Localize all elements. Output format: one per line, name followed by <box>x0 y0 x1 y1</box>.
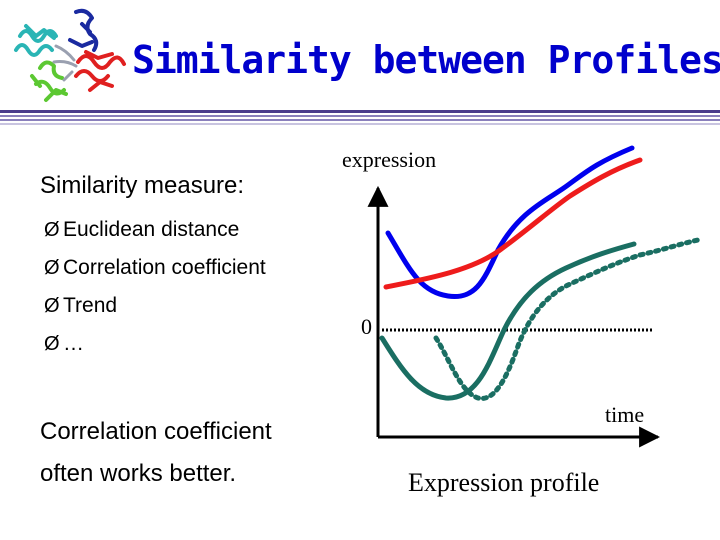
bullet-trend: Ø Trend <box>44 292 266 330</box>
navy-strands <box>68 8 99 52</box>
y-axis-label: expression <box>342 147 437 172</box>
rule-mid <box>0 115 720 117</box>
gray-loops <box>52 44 78 82</box>
cyan-helix <box>14 24 58 57</box>
figure-caption: Expression profile <box>408 468 600 497</box>
page-title: Similarity between Profiles <box>132 38 720 82</box>
arrow-bullet-icon: Ø <box>44 219 60 241</box>
arrow-bullet-icon: Ø <box>44 295 60 317</box>
bullet-text: Trend <box>63 294 118 317</box>
rule-light <box>0 123 720 125</box>
rule-dark <box>0 110 720 113</box>
red-helix <box>74 50 126 92</box>
bullet-list: Ø Euclidean distance Ø Correlation coeffic… <box>44 216 266 368</box>
bullet-text: … <box>63 332 84 355</box>
green-strands <box>30 60 68 102</box>
zero-label: 0 <box>361 314 372 339</box>
teal-solid-profile-curve <box>379 241 637 401</box>
bullet-text: Euclidean distance <box>63 218 240 241</box>
arrow-bullet-icon: Ø <box>44 257 60 279</box>
protein-structure-logo <box>14 8 126 102</box>
bullet-text: Correlation coefficient <box>63 256 266 279</box>
bullet-euclidean: Ø Euclidean distance <box>44 216 266 254</box>
conclusion-line-1: Correlation coefficient <box>40 418 272 445</box>
rule-mid-2 <box>0 119 720 121</box>
conclusion-line-2: often works better. <box>40 460 237 487</box>
red-profile-curve <box>383 157 643 290</box>
bullet-correlation: Ø Correlation coefficient <box>44 254 266 292</box>
title-underline <box>0 110 720 130</box>
teal-dotted-profile-curve <box>433 237 701 401</box>
bullet-ellipsis: Ø… <box>44 330 266 368</box>
expression-profile-diagram <box>367 145 701 448</box>
subtitle: Similarity measure: <box>40 172 245 199</box>
x-axis-label: time <box>605 402 645 427</box>
arrow-bullet-icon: Ø <box>44 333 60 355</box>
